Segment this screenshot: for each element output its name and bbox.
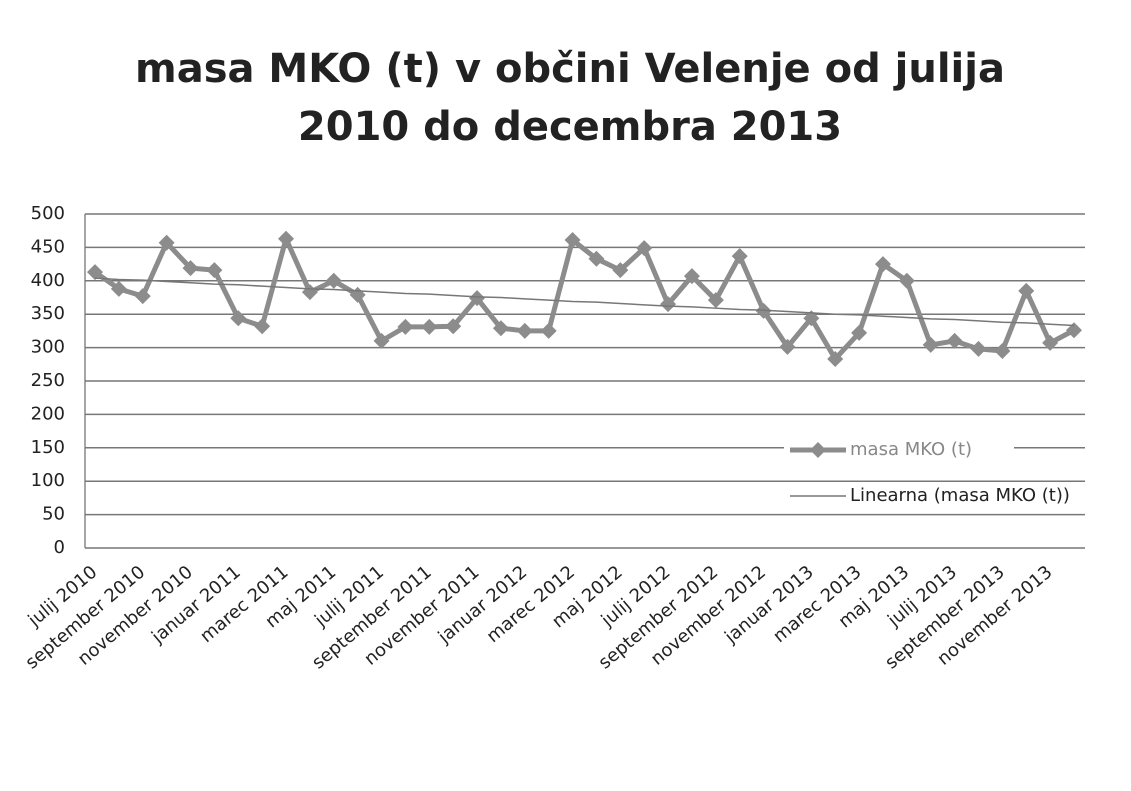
y-tick-label: 300 (31, 337, 65, 358)
y-tick-label: 100 (31, 470, 65, 491)
data-point (1066, 322, 1082, 339)
legend-label: Linearna (masa MKO (t)) (850, 485, 1070, 506)
data-point (946, 332, 963, 349)
data-point (134, 288, 151, 305)
data-point (707, 292, 724, 309)
data-point (301, 284, 318, 301)
y-tick-label: 50 (42, 504, 65, 525)
legend-marker (810, 442, 826, 458)
data-point (540, 322, 557, 339)
data-point (803, 310, 820, 327)
chart-title: masa MKO (t) v občini Velenje od julija … (135, 46, 1005, 150)
data-point (779, 338, 796, 355)
data-point (421, 318, 438, 335)
data-point (1018, 282, 1035, 299)
data-point (110, 280, 127, 297)
data-point (970, 340, 987, 357)
y-tick-label: 450 (31, 236, 65, 257)
data-point (230, 310, 247, 327)
data-point (206, 262, 223, 279)
data-point (588, 250, 605, 267)
data-point (564, 232, 581, 249)
data-point (898, 272, 915, 289)
data-point (660, 296, 677, 313)
data-point (254, 318, 271, 335)
data-point (731, 248, 748, 265)
y-tick-label: 0 (54, 537, 65, 558)
data-point (1042, 334, 1059, 351)
y-tick-label: 400 (31, 270, 65, 291)
trend-line (94, 277, 1075, 327)
data-point (373, 332, 390, 349)
data-point (683, 268, 700, 285)
data-point (492, 320, 509, 337)
data-point (922, 336, 939, 353)
data-point (636, 240, 653, 257)
data-point (445, 318, 462, 335)
data-point (278, 230, 295, 247)
data-point (827, 350, 844, 367)
data-point (182, 260, 199, 277)
data-point (994, 342, 1011, 359)
legend-label: masa MKO (t) (850, 439, 972, 460)
y-tick-label: 150 (31, 437, 65, 458)
y-tick-label: 250 (31, 370, 65, 391)
y-tick-label: 500 (31, 203, 65, 224)
data-point (325, 272, 342, 289)
data-point (469, 290, 486, 307)
y-tick-label: 350 (31, 303, 65, 324)
data-point (851, 324, 868, 341)
data-point (158, 234, 175, 251)
data-point (397, 318, 414, 335)
y-tick-label: 200 (31, 403, 65, 424)
data-point (87, 264, 103, 281)
data-point (516, 322, 533, 339)
data-point (874, 256, 891, 273)
data-point (612, 262, 629, 279)
